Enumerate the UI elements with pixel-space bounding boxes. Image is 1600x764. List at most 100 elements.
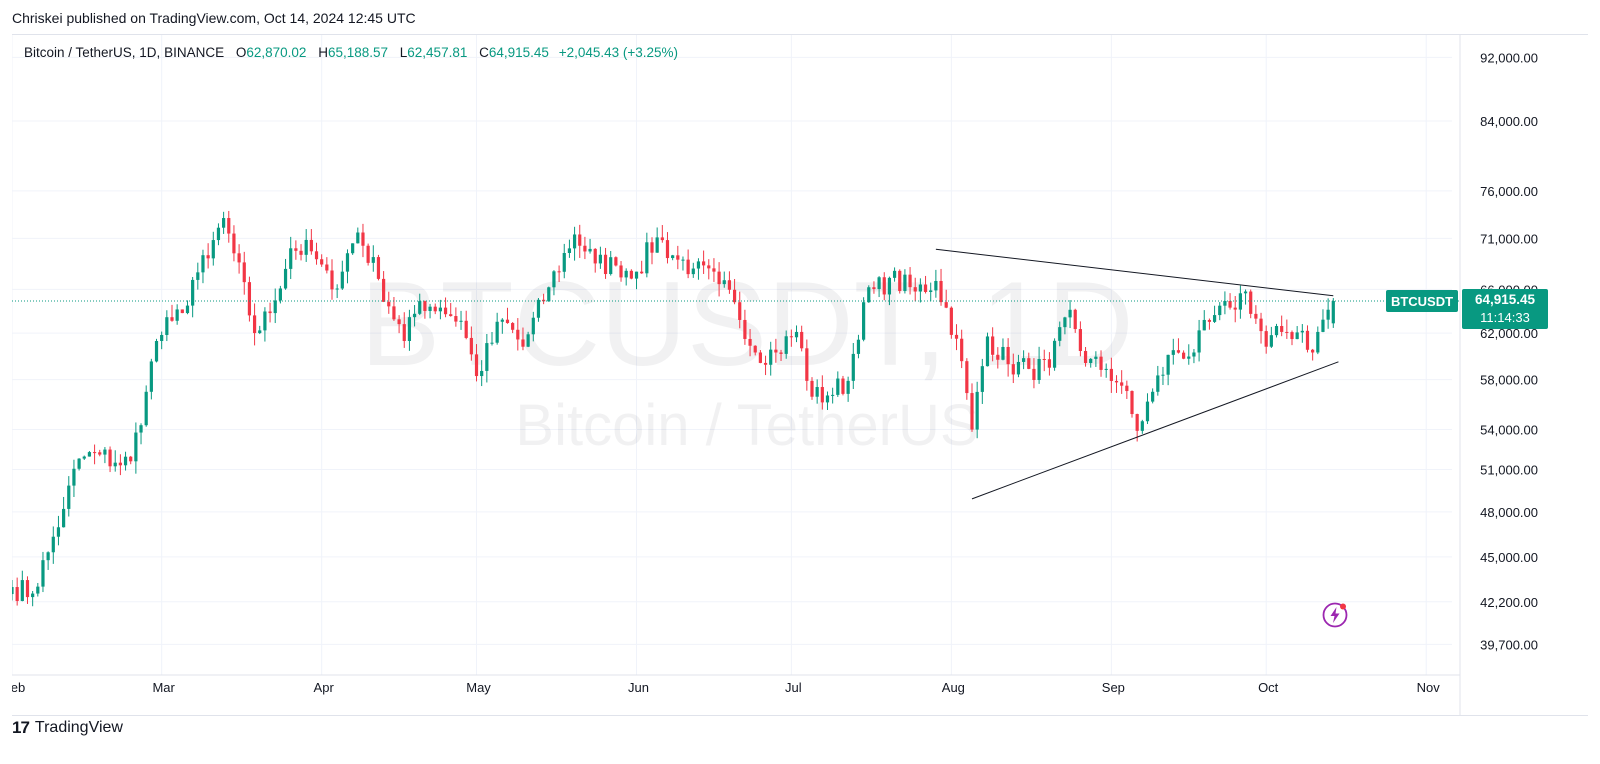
candle-body bbox=[31, 593, 35, 598]
candle-body bbox=[696, 261, 701, 269]
candle-body bbox=[118, 462, 122, 466]
candle-body bbox=[1156, 375, 1160, 392]
candle-body bbox=[237, 253, 241, 263]
candle-body bbox=[1011, 364, 1015, 375]
candle-body bbox=[831, 394, 835, 396]
candle-body bbox=[1120, 382, 1124, 386]
candle-body bbox=[289, 248, 293, 269]
candle-body bbox=[180, 309, 184, 314]
legend-close: 64,915.45 bbox=[488, 45, 549, 60]
y-tick-label: 62,000.00 bbox=[1480, 326, 1538, 341]
candle-body bbox=[872, 287, 876, 290]
candle-body bbox=[320, 259, 324, 265]
y-tick-label: 51,000.00 bbox=[1480, 462, 1538, 477]
candle-body bbox=[1233, 307, 1237, 310]
candle-body bbox=[965, 361, 969, 394]
candle-body bbox=[351, 243, 355, 254]
x-tick-label: Sep bbox=[1102, 680, 1125, 695]
candle-body bbox=[779, 352, 783, 354]
candle-body bbox=[1285, 331, 1289, 333]
flash-icon[interactable] bbox=[1322, 602, 1348, 628]
candle-body bbox=[1073, 309, 1077, 330]
candle-body bbox=[588, 248, 592, 252]
candle-body bbox=[418, 301, 422, 314]
chart-legend: Bitcoin / TetherUS, 1D, BINANCE O62,870.… bbox=[24, 45, 678, 60]
legend-high-label: H bbox=[318, 45, 328, 60]
price-badge bbox=[1462, 288, 1548, 329]
y-tick-label: 76,000.00 bbox=[1480, 184, 1538, 199]
candle-body bbox=[898, 270, 902, 291]
candle-body bbox=[557, 271, 561, 273]
candle-body bbox=[108, 449, 112, 467]
candle-body bbox=[392, 306, 396, 320]
candle-body bbox=[1326, 309, 1330, 320]
candle-body bbox=[1321, 319, 1325, 332]
candle-body bbox=[681, 259, 685, 261]
candle-body bbox=[707, 265, 711, 269]
candle-body bbox=[1145, 401, 1150, 422]
candle-body bbox=[1254, 313, 1258, 319]
candle-body bbox=[170, 317, 174, 321]
candle-body bbox=[851, 353, 855, 381]
candle-body bbox=[361, 232, 365, 246]
candle-body bbox=[655, 237, 659, 253]
candle-body bbox=[603, 254, 608, 275]
candle-body bbox=[335, 288, 339, 290]
candle-body bbox=[12, 587, 14, 595]
candle-body bbox=[1311, 349, 1315, 353]
candle-body bbox=[1223, 301, 1227, 306]
candle-body bbox=[72, 468, 76, 486]
x-tick-label: May bbox=[466, 680, 491, 695]
candle-body bbox=[758, 352, 762, 363]
candle-body bbox=[56, 527, 61, 537]
candle-body bbox=[278, 288, 282, 301]
x-tick-label: Oct bbox=[1258, 680, 1279, 695]
candle-body bbox=[882, 277, 886, 295]
candle-body bbox=[123, 456, 128, 466]
candle-body bbox=[505, 319, 510, 324]
candle-body bbox=[1207, 319, 1212, 322]
candle-body bbox=[578, 234, 582, 246]
x-tick-label: Aug bbox=[942, 680, 965, 695]
candle-body bbox=[1140, 421, 1144, 431]
candle-body bbox=[206, 255, 210, 259]
price-chart[interactable]: 92,000.0084,000.0076,000.0071,000.0066,0… bbox=[12, 35, 1588, 715]
candle-body bbox=[836, 378, 840, 395]
candle-body bbox=[774, 349, 778, 353]
candle-body bbox=[469, 337, 473, 355]
y-tick-label: 58,000.00 bbox=[1480, 373, 1538, 388]
candle-body bbox=[1249, 291, 1253, 314]
candle-body bbox=[433, 306, 437, 312]
legend-low-label: L bbox=[399, 45, 408, 60]
candle-body bbox=[954, 334, 959, 339]
brand-name[interactable]: TradingView bbox=[34, 719, 123, 736]
candle-body bbox=[1042, 358, 1046, 360]
y-tick-label: 48,000.00 bbox=[1480, 505, 1538, 520]
candle-body bbox=[185, 305, 190, 314]
candle-body bbox=[1305, 330, 1310, 350]
candle-body bbox=[345, 253, 350, 272]
candle-body bbox=[929, 290, 933, 292]
candle-body bbox=[624, 270, 628, 278]
candle-body bbox=[480, 370, 484, 377]
candle-body bbox=[923, 284, 928, 292]
watermark-symbol: BTCUSDT, 1D bbox=[360, 257, 1133, 391]
y-tick-label: 54,000.00 bbox=[1480, 423, 1538, 438]
candle-body bbox=[366, 245, 370, 263]
candle-body bbox=[991, 336, 995, 355]
candle-body bbox=[15, 587, 19, 601]
chart-container[interactable]: 92,000.0084,000.0076,000.0071,000.0066,0… bbox=[12, 34, 1588, 716]
candle-body bbox=[144, 391, 148, 426]
candle-body bbox=[438, 307, 442, 312]
candle-body bbox=[862, 302, 866, 340]
footer: 17 TradingView bbox=[12, 718, 123, 738]
legend-high: 65,188.57 bbox=[327, 45, 388, 60]
candle-body bbox=[887, 277, 892, 295]
candle-body bbox=[304, 239, 308, 255]
candle-body bbox=[340, 271, 344, 289]
y-tick-label: 92,000.00 bbox=[1480, 50, 1538, 65]
candle-body bbox=[397, 319, 401, 325]
candle-body bbox=[825, 395, 830, 403]
candle-body bbox=[877, 277, 881, 290]
legend-open: 62,870.02 bbox=[246, 45, 307, 60]
